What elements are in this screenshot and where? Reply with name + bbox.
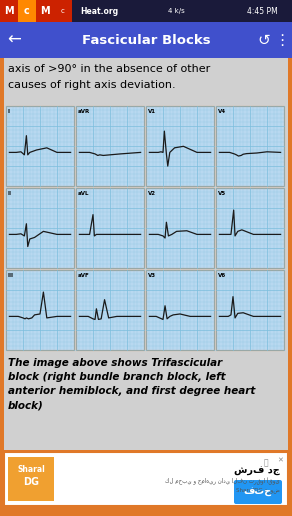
Text: SharafDG عروض: SharafDG عروض <box>236 487 280 493</box>
Text: aVL: aVL <box>78 191 90 196</box>
FancyBboxPatch shape <box>6 270 74 350</box>
Text: فتح: فتح <box>244 487 272 497</box>
Text: كل محبي و جماهير نادي الفن ترقوا أقوى: كل محبي و جماهير نادي الفن ترقوا أقوى <box>165 478 280 486</box>
FancyBboxPatch shape <box>18 0 36 22</box>
Text: V3: V3 <box>148 273 156 278</box>
Text: M: M <box>40 6 50 16</box>
FancyBboxPatch shape <box>234 480 282 504</box>
Text: V6: V6 <box>218 273 226 278</box>
Text: causes of right axis deviation.: causes of right axis deviation. <box>8 80 175 90</box>
Text: 4 k/s: 4 k/s <box>168 8 184 14</box>
FancyBboxPatch shape <box>6 106 74 186</box>
FancyBboxPatch shape <box>0 0 18 22</box>
Text: V4: V4 <box>218 109 226 114</box>
Text: Sharal: Sharal <box>17 465 45 475</box>
Text: I: I <box>8 109 10 114</box>
Text: Fascicular Blocks: Fascicular Blocks <box>82 34 210 46</box>
FancyBboxPatch shape <box>146 106 214 186</box>
Text: c: c <box>61 8 65 14</box>
Text: axis of >90° in the absence of other: axis of >90° in the absence of other <box>8 64 210 74</box>
FancyBboxPatch shape <box>36 0 54 22</box>
Text: The image above shows Trifascicular: The image above shows Trifascicular <box>8 358 222 368</box>
Text: III: III <box>8 273 14 278</box>
Text: aVR: aVR <box>78 109 90 114</box>
Text: V2: V2 <box>148 191 156 196</box>
Text: anterior hemiblock, and first degree heart: anterior hemiblock, and first degree hea… <box>8 386 256 396</box>
Text: M: M <box>4 6 14 16</box>
Text: block): block) <box>8 400 44 410</box>
Text: V5: V5 <box>218 191 226 196</box>
Text: ←: ← <box>7 31 21 49</box>
Text: DG: DG <box>23 477 39 487</box>
Text: aVF: aVF <box>78 273 90 278</box>
Text: ⓘ: ⓘ <box>264 458 268 467</box>
FancyBboxPatch shape <box>6 188 74 268</box>
FancyBboxPatch shape <box>76 106 144 186</box>
FancyBboxPatch shape <box>0 0 72 22</box>
FancyBboxPatch shape <box>216 270 284 350</box>
Text: ⋮: ⋮ <box>274 33 290 47</box>
FancyBboxPatch shape <box>8 457 54 501</box>
Text: Heat.org: Heat.org <box>80 7 118 15</box>
FancyBboxPatch shape <box>76 188 144 268</box>
FancyBboxPatch shape <box>146 270 214 350</box>
FancyBboxPatch shape <box>216 106 284 186</box>
Text: block (right bundle branch block, left: block (right bundle branch block, left <box>8 372 226 382</box>
Text: شرف دج: شرف دج <box>234 466 280 476</box>
FancyBboxPatch shape <box>4 452 288 506</box>
Text: V1: V1 <box>148 109 156 114</box>
Text: ↺: ↺ <box>258 33 270 47</box>
Text: ✕: ✕ <box>277 458 283 464</box>
FancyBboxPatch shape <box>216 188 284 268</box>
FancyBboxPatch shape <box>146 188 214 268</box>
FancyBboxPatch shape <box>0 22 292 58</box>
FancyBboxPatch shape <box>0 0 292 22</box>
Text: c: c <box>24 6 30 16</box>
Text: 4:45 PM: 4:45 PM <box>247 7 277 15</box>
Text: II: II <box>8 191 12 196</box>
FancyBboxPatch shape <box>4 58 288 450</box>
FancyBboxPatch shape <box>76 270 144 350</box>
